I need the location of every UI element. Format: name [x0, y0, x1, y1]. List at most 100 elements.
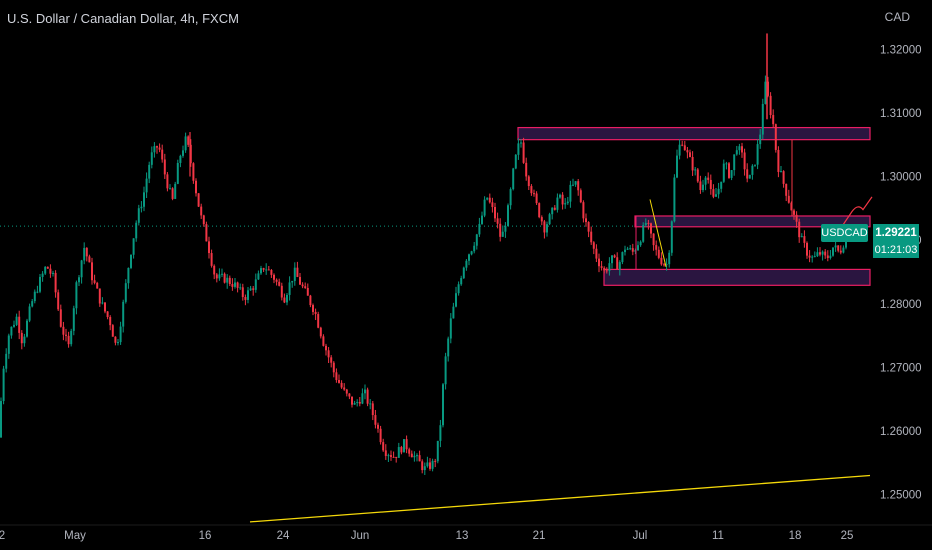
candle-body	[62, 326, 65, 335]
candle-body	[517, 143, 520, 155]
candle-body	[72, 308, 75, 331]
candle-body	[400, 447, 403, 453]
candle-body	[226, 277, 229, 283]
candle-body	[759, 134, 762, 145]
candle-body	[169, 188, 171, 190]
candle-body	[265, 269, 268, 271]
candle-body	[192, 163, 195, 181]
candle-body	[304, 286, 307, 288]
x-axis[interactable]: 2 May 16 24 Jun 13 21 Jul 11 18 25	[0, 530, 853, 542]
candle-body	[273, 274, 275, 280]
candle-body	[257, 273, 260, 280]
candle-body	[343, 387, 346, 390]
candle-body	[377, 424, 379, 429]
candle-body	[782, 171, 785, 184]
candle-body	[650, 223, 652, 234]
candle-body	[579, 190, 582, 203]
candle-body	[491, 202, 494, 208]
candle-body	[527, 176, 530, 187]
candle-body	[754, 164, 756, 166]
candle-body	[231, 284, 234, 287]
candle-body	[660, 257, 663, 265]
candle-body	[358, 401, 361, 404]
symbol-price-badge[interactable]: USDCAD	[821, 224, 868, 242]
y-tick-label: 1.30000	[880, 172, 922, 184]
candle-body	[522, 142, 525, 163]
candle-body	[176, 162, 179, 184]
candle-body	[512, 168, 515, 190]
candle-body	[806, 242, 808, 256]
candle-body	[405, 439, 408, 450]
candle-body	[793, 210, 795, 215]
candle-body	[746, 169, 749, 179]
candle-body	[811, 256, 814, 258]
candle-body	[629, 248, 632, 250]
y-tick-label: 1.32000	[880, 44, 922, 56]
candle-body	[174, 183, 177, 199]
candle-body	[473, 245, 476, 252]
candle-body	[509, 189, 512, 206]
y-axis[interactable]: 1.250001.260001.270001.280001.290001.300…	[880, 44, 922, 501]
candle-body	[678, 144, 681, 156]
candle-body	[197, 193, 200, 207]
candle-body	[764, 81, 767, 104]
candle-body	[382, 442, 385, 451]
candle-body	[369, 403, 372, 405]
candle-body	[689, 152, 691, 158]
candle-body	[52, 272, 54, 274]
support-trendline	[249, 474, 871, 523]
candle-body	[223, 273, 226, 283]
candle-body	[657, 249, 660, 258]
candle-body	[153, 146, 156, 153]
candle-body	[93, 280, 96, 283]
zone-box	[517, 126, 871, 141]
candle-body	[582, 202, 585, 219]
candle-body	[772, 115, 775, 125]
candle-body	[117, 342, 119, 344]
candle-body	[54, 272, 57, 293]
candle-body	[205, 224, 208, 242]
candle-body	[249, 288, 252, 291]
candle-body	[735, 150, 738, 155]
candle-body	[722, 163, 725, 182]
candle-body	[741, 146, 743, 153]
candle-body	[36, 291, 39, 293]
candle-body	[395, 456, 398, 458]
candle-body	[725, 163, 728, 165]
candle-body	[829, 255, 832, 259]
candle-body	[218, 274, 221, 279]
candle-body	[403, 439, 405, 453]
candle-body	[364, 389, 366, 394]
candle-body	[330, 357, 333, 363]
candle-body	[59, 309, 62, 327]
candle-body	[387, 455, 390, 457]
candle-body	[200, 206, 203, 216]
candle-body	[598, 258, 600, 267]
candle-body	[813, 256, 816, 258]
candle-body	[18, 316, 21, 333]
candle-body	[460, 278, 463, 285]
candle-body	[210, 253, 213, 266]
candle-body	[275, 279, 278, 282]
candle-body	[803, 236, 806, 243]
candle-body	[0, 401, 2, 438]
candle-body	[707, 177, 710, 180]
candle-body	[439, 425, 442, 441]
candle-body	[392, 456, 395, 458]
candle-body	[213, 265, 216, 275]
candle-body	[421, 461, 424, 471]
candle-body	[239, 287, 242, 289]
candle-body	[834, 245, 837, 248]
candle-body	[494, 207, 496, 219]
candle-body	[325, 345, 327, 351]
candle-body	[566, 201, 569, 204]
candle-body	[652, 233, 655, 246]
candle-body	[189, 144, 192, 164]
candle-body	[322, 336, 325, 346]
candle-body	[314, 311, 317, 315]
candle-body	[10, 326, 13, 336]
candle-body	[319, 327, 322, 337]
candle-body	[600, 266, 603, 268]
candle-body	[767, 81, 769, 96]
